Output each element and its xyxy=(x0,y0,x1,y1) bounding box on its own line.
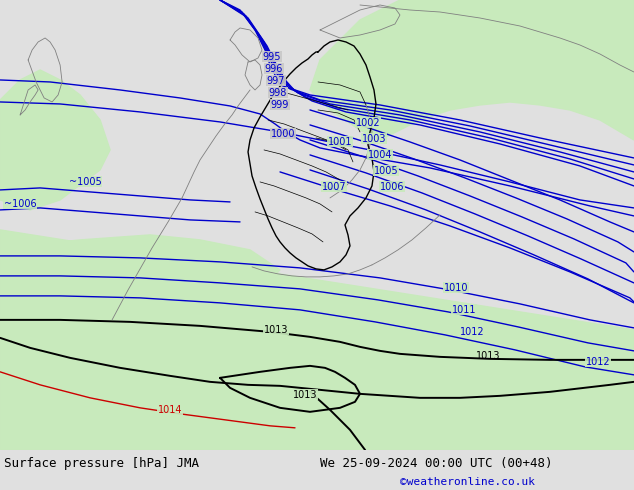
Text: Surface pressure [hPa] JMA: Surface pressure [hPa] JMA xyxy=(4,457,199,470)
Text: 1003: 1003 xyxy=(362,134,386,144)
Polygon shape xyxy=(0,230,634,450)
Text: 1011: 1011 xyxy=(451,305,476,315)
Text: 1000: 1000 xyxy=(271,129,295,139)
Text: 1012: 1012 xyxy=(460,327,484,337)
Text: 998: 998 xyxy=(269,88,287,98)
Text: 997: 997 xyxy=(267,76,285,86)
Text: ©weatheronline.co.uk: ©weatheronline.co.uk xyxy=(400,477,535,487)
Text: ~1006: ~1006 xyxy=(4,199,36,209)
Text: 1007: 1007 xyxy=(321,182,346,192)
Polygon shape xyxy=(0,70,110,210)
Polygon shape xyxy=(310,0,634,140)
Text: We 25-09-2024 00:00 UTC (00+48): We 25-09-2024 00:00 UTC (00+48) xyxy=(320,457,552,470)
Text: 1013: 1013 xyxy=(264,325,288,335)
Text: 1002: 1002 xyxy=(356,118,380,128)
Text: 999: 999 xyxy=(271,100,289,110)
Text: 1013: 1013 xyxy=(476,351,500,361)
Polygon shape xyxy=(0,235,280,330)
Text: 995: 995 xyxy=(262,52,281,62)
Text: 1010: 1010 xyxy=(444,283,468,293)
Text: 1012: 1012 xyxy=(586,357,610,367)
Text: 1001: 1001 xyxy=(328,137,353,147)
Text: 1004: 1004 xyxy=(368,150,392,160)
Text: ~1005: ~1005 xyxy=(68,177,101,187)
Text: 1014: 1014 xyxy=(158,405,183,415)
Text: 1013: 1013 xyxy=(293,390,317,400)
Text: 1005: 1005 xyxy=(373,166,398,176)
Text: 1006: 1006 xyxy=(380,182,404,192)
Text: 996: 996 xyxy=(265,64,283,74)
